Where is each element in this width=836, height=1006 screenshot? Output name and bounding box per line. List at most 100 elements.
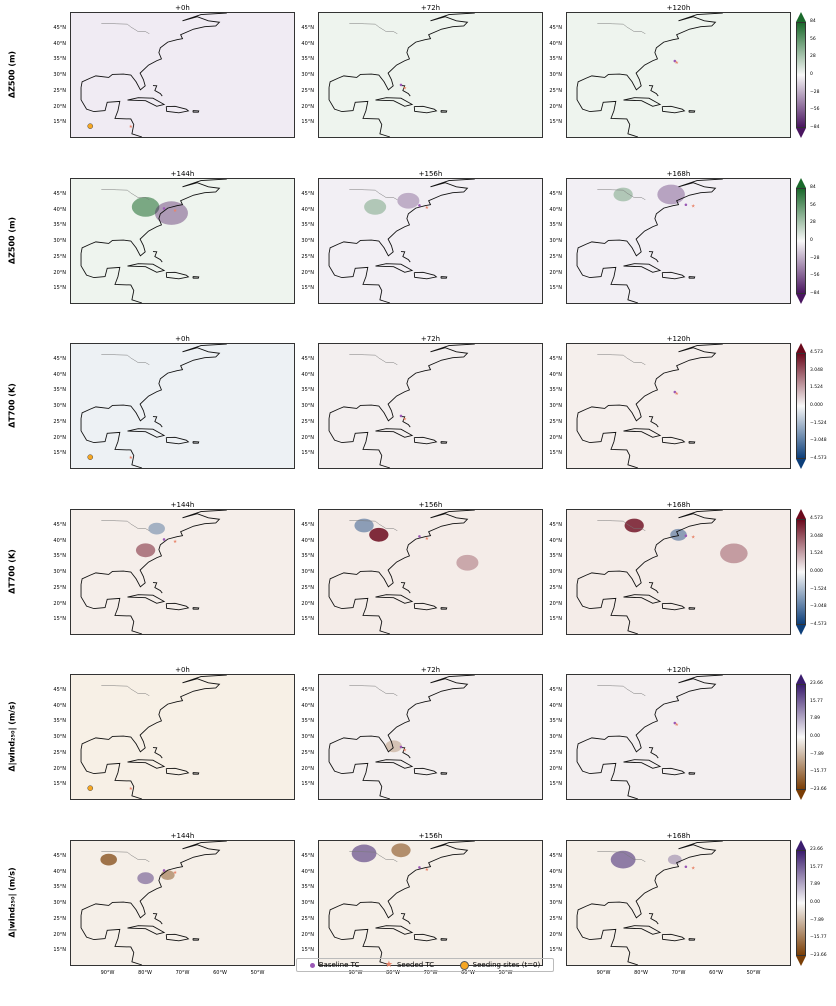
coastline — [576, 915, 639, 965]
lat-tick-label: 45°N — [301, 190, 314, 197]
map-canvas: ★ — [576, 841, 723, 965]
coastline — [101, 353, 150, 365]
coastline — [152, 582, 163, 594]
panel-title: +168h — [666, 832, 691, 840]
coastline — [152, 913, 163, 925]
lat-tick-label: 40°N — [53, 40, 66, 47]
coastline — [192, 607, 200, 610]
colorbar-tick-label: −23.66 — [810, 953, 827, 958]
lat-tick-label: 40°N — [53, 371, 66, 378]
lat-tick-label: 20°N — [301, 765, 314, 772]
lat-tick-label: 25°N — [53, 915, 66, 922]
seeded-tc-marker: ★ — [674, 391, 679, 397]
seeded-tc-marker: ★ — [425, 205, 430, 211]
seeded-tc-marker: ★ — [173, 208, 178, 214]
panel-title: +120h — [666, 4, 691, 12]
colorbar-tick-label: 56 — [810, 202, 816, 208]
coastline — [375, 594, 414, 604]
colorbar: 4.573 3.048 1.524 0.000 −1.524 −3.048 −4.573 — [796, 509, 827, 635]
lon-tick-label: 60°W — [213, 970, 227, 976]
coastline — [80, 253, 143, 303]
coastline — [400, 747, 411, 759]
lat-tick-label: 35°N — [549, 387, 562, 394]
coastline — [349, 850, 398, 862]
lat-tick-label: 30°N — [549, 403, 562, 409]
lat-tick-label: 40°N — [549, 537, 562, 544]
colorbar-tick-label: −1.524 — [810, 586, 827, 592]
lat-tick-label: 25°N — [53, 253, 66, 260]
lat-tick-label: 20°N — [549, 103, 562, 110]
row-label: Δ|wind₂₅₀| (m/s) — [7, 867, 17, 938]
lon-tick-label: 90°W — [100, 970, 115, 976]
lon-tick-label: 80°W — [138, 970, 152, 976]
lat-tick-label: 45°N — [53, 355, 66, 362]
lat-tick-label: 30°N — [53, 734, 66, 740]
seeded-tc-marker: ★ — [425, 867, 430, 873]
seeded-tc-marker: ★ — [402, 416, 407, 422]
lat-tick-label: 20°N — [549, 269, 562, 276]
colorbar-tick-label: −84 — [810, 291, 820, 296]
lat-tick-label: 30°N — [549, 238, 562, 244]
lat-tick-label: 35°N — [301, 222, 314, 229]
colorbar-tick-label: 56 — [810, 36, 816, 42]
seeded-tc-marker: ★ — [129, 124, 134, 130]
coastline — [623, 594, 662, 604]
seeding-site-icon — [459, 960, 469, 970]
coastline — [80, 675, 227, 753]
coastline — [80, 915, 143, 965]
lat-tick-label: 40°N — [301, 537, 314, 544]
coastline — [328, 675, 475, 753]
colorbar-extend-max — [796, 840, 806, 850]
lat-tick-label: 15°N — [549, 781, 562, 788]
lat-tick-label: 15°N — [53, 616, 66, 623]
colorbar-tick-label: 3.048 — [810, 367, 823, 373]
coastline — [375, 428, 414, 438]
colorbar-tick-label: −28 — [810, 255, 820, 261]
coastline — [440, 607, 448, 610]
lat-tick-label: 30°N — [53, 238, 66, 244]
lat-tick-label: 40°N — [301, 702, 314, 709]
coastline — [80, 179, 227, 257]
colorbar-tick-label: 28 — [810, 220, 816, 226]
coastline — [328, 418, 391, 468]
lat-tick-label: 25°N — [53, 584, 66, 591]
lat-tick-label: 35°N — [549, 884, 562, 891]
panel-title: +0h — [175, 4, 190, 12]
coastline — [661, 767, 686, 776]
row-label: Δ|wind₂₅₀| (m/s) — [7, 701, 17, 772]
anomaly-positive — [131, 197, 160, 217]
anomaly-positive — [720, 543, 748, 564]
baseline-tc-marker — [162, 538, 166, 541]
map-panel: ★ — [70, 12, 295, 138]
lon-tick-label: 70°W — [671, 970, 686, 976]
lon-tick-label: 80°W — [634, 970, 648, 976]
coastline — [688, 276, 696, 279]
colorbar-tick-label: −15.77 — [810, 769, 827, 775]
seeding-site-marker — [87, 123, 94, 129]
colorbar-tick-label: −4.573 — [810, 622, 827, 627]
lat-tick-label: 15°N — [549, 947, 562, 954]
coastline — [192, 938, 200, 941]
colorbar-tick-label: 23.66 — [810, 681, 823, 686]
colorbar-tick-label: −1.524 — [810, 420, 827, 426]
colorbar-tick-label: 15.77 — [810, 864, 823, 870]
lat-tick-label: 15°N — [53, 285, 66, 292]
coastline — [80, 841, 227, 919]
lat-tick-label: 35°N — [549, 553, 562, 560]
map-panel: ★ — [566, 509, 791, 635]
lat-tick-label: 20°N — [549, 931, 562, 938]
coastline — [349, 684, 398, 696]
baseline-tc-marker — [418, 866, 421, 869]
map-panel: ★ — [566, 840, 791, 966]
lat-tick-label: 25°N — [301, 253, 314, 260]
coastline — [192, 110, 200, 113]
lat-tick-label: 20°N — [53, 600, 66, 607]
lat-tick-label: 25°N — [549, 253, 562, 260]
lat-tick-label: 20°N — [549, 434, 562, 441]
coastline — [101, 850, 150, 862]
map-panel: ★ — [318, 509, 543, 635]
map-canvas: ★ — [576, 344, 723, 468]
legend-seeding-label: Seeding sites (t=0) — [472, 961, 541, 969]
lat-tick-label: 35°N — [53, 553, 66, 560]
colorbar-gradient — [796, 684, 806, 790]
